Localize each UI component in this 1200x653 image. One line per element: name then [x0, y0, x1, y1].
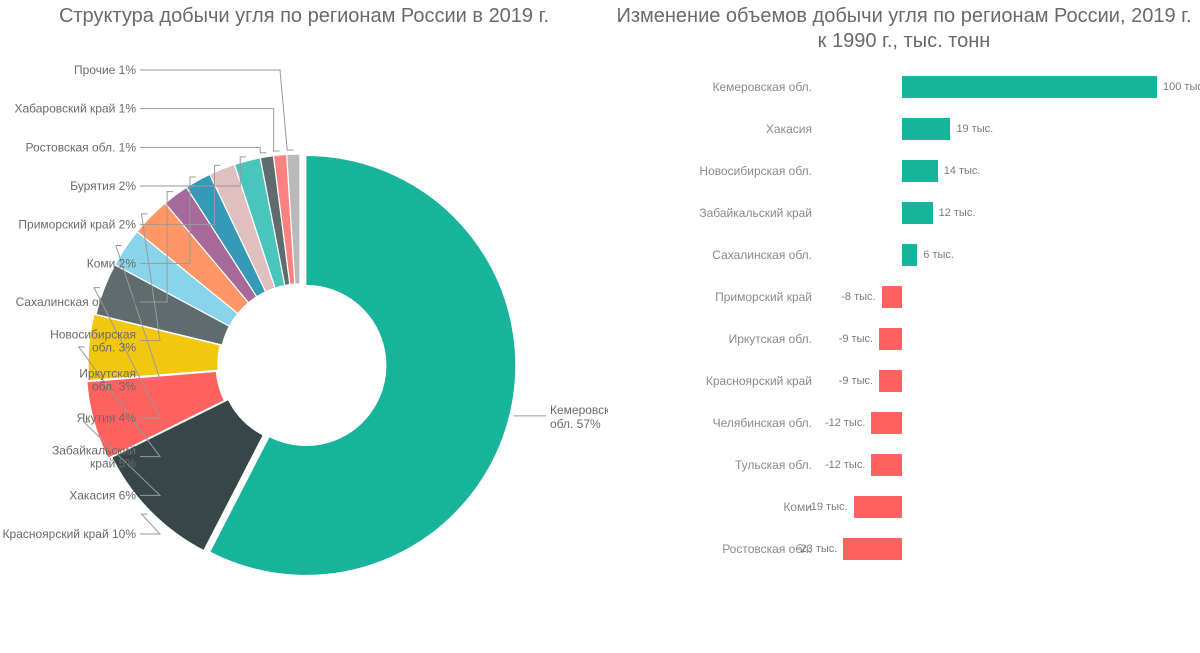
- bar-track: 14 тыс.: [822, 156, 1190, 186]
- bar-value-label: -9 тыс.: [839, 366, 873, 396]
- donut-panel: Структура добычи угля по регионам России…: [0, 0, 608, 653]
- bar-value-label: -23 тыс.: [797, 534, 837, 564]
- bar-value-label: 100 тыс.: [1163, 72, 1200, 102]
- bar-category-label: Новосибирская обл.: [608, 164, 822, 178]
- donut-title: Структура добычи угля по регионам России…: [0, 0, 608, 29]
- bar-category-label: Забайкальский край: [608, 206, 822, 220]
- bar-category-label: Иркутская обл.: [608, 332, 822, 346]
- bar-row: Новосибирская обл. 14 тыс.: [608, 150, 1190, 192]
- bar-track: -9 тыс.: [822, 366, 1190, 396]
- dashboard: Структура добычи угля по регионам России…: [0, 0, 1200, 653]
- bar-row: Тульская обл.-12 тыс.: [608, 444, 1190, 486]
- bar-track: 100 тыс.: [822, 72, 1190, 102]
- bar-chart: Кемеровская обл.100 тыс. Хакасия 19 тыс. Но…: [608, 66, 1190, 570]
- bar-category-label: Тульская обл.: [608, 458, 822, 472]
- bar-value-label: -12 тыс.: [825, 450, 865, 480]
- bar-rect: [902, 160, 938, 182]
- bar-row: Челябинская обл.-12 тыс.: [608, 402, 1190, 444]
- bar-value-label: 19 тыс.: [956, 114, 993, 144]
- bar-track: 6 тыс.: [822, 240, 1190, 270]
- bar-rect: [902, 244, 917, 266]
- bar-track: -8 тыс.: [822, 282, 1190, 312]
- bar-category-label: Приморский край: [608, 290, 822, 304]
- bar-row: Забайкальский край 12 тыс.: [608, 192, 1190, 234]
- bar-rect: [902, 118, 950, 140]
- donut-label: Прочие 1%: [74, 63, 136, 77]
- bar-rect: [854, 496, 902, 518]
- bar-value-label: -12 тыс.: [825, 408, 865, 438]
- bar-track: 19 тыс.: [822, 114, 1190, 144]
- bar-rect: [902, 202, 933, 224]
- bar-track: 12 тыс.: [822, 198, 1190, 228]
- bar-category-label: Кемеровская обл.: [608, 80, 822, 94]
- donut-label: Якутия 4%: [77, 411, 137, 425]
- bar-panel: Изменение объемов добычи угля по региона…: [608, 0, 1200, 653]
- bar-rect: [879, 328, 902, 350]
- donut-label: Забайкальскийкрай 5%: [52, 444, 136, 471]
- bar-value-label: 12 тыс.: [939, 198, 976, 228]
- bar-track: -23 тыс.: [822, 534, 1190, 564]
- bar-track: -19 тыс.: [822, 492, 1190, 522]
- bar-title: Изменение объемов добычи угля по региона…: [608, 0, 1200, 54]
- bar-value-label: 6 тыс.: [923, 240, 954, 270]
- bar-row: Коми-19 тыс.: [608, 486, 1190, 528]
- bar-value-label: -8 тыс.: [841, 282, 875, 312]
- donut-label: Кемеровскаяобл. 57%: [550, 403, 608, 431]
- bar-row: Иркутская обл. -9 тыс.: [608, 318, 1190, 360]
- donut-label: Новосибирскаяобл. 3%: [50, 328, 136, 355]
- donut-label: Бурятия 2%: [70, 179, 136, 193]
- bar-rect: [882, 286, 902, 308]
- bar-row: Кемеровская обл.100 тыс.: [608, 66, 1190, 108]
- bar-row: Сахалинская обл. 6 тыс.: [608, 234, 1190, 276]
- donut-label: Приморский край 2%: [18, 218, 136, 232]
- bar-value-label: -19 тыс.: [807, 492, 847, 522]
- donut-label: Коми 2%: [87, 256, 137, 270]
- bar-track: -12 тыс.: [822, 450, 1190, 480]
- bar-category-label: Сахалинская обл.: [608, 248, 822, 262]
- bar-rect: [871, 412, 902, 434]
- bar-rect: [843, 538, 902, 560]
- donut-label: Хабаровский край 1%: [14, 102, 136, 116]
- bar-rect: [871, 454, 902, 476]
- bar-category-label: Красноярский край: [608, 374, 822, 388]
- bar-track: -9 тыс.: [822, 324, 1190, 354]
- bar-row: Красноярский край -9 тыс.: [608, 360, 1190, 402]
- donut-label: Сахалинская обл. 2%: [16, 295, 137, 309]
- bar-value-label: 14 тыс.: [944, 156, 981, 186]
- bar-rect: [902, 76, 1157, 98]
- bar-track: -12 тыс.: [822, 408, 1190, 438]
- bar-category-label: Коми: [608, 500, 822, 514]
- bar-category-label: Хакасия: [608, 122, 822, 136]
- bar-row: Ростовская обл.-23 тыс.: [608, 528, 1190, 570]
- bar-value-label: -9 тыс.: [839, 324, 873, 354]
- bar-category-label: Челябинская обл.: [608, 416, 822, 430]
- donut-label: Хакасия 6%: [69, 488, 136, 502]
- donut-chart: Кемеровскаяобл. 57% Красноярский край 10%…: [0, 34, 608, 653]
- bar-row: Хакасия 19 тыс.: [608, 108, 1190, 150]
- bar-rect: [879, 370, 902, 392]
- bar-category-label: Ростовская обл.: [608, 542, 822, 556]
- bar-row: Приморский край -8 тыс.: [608, 276, 1190, 318]
- donut-label: Красноярский край 10%: [3, 527, 137, 541]
- donut-label: Ростовская обл. 1%: [26, 140, 137, 154]
